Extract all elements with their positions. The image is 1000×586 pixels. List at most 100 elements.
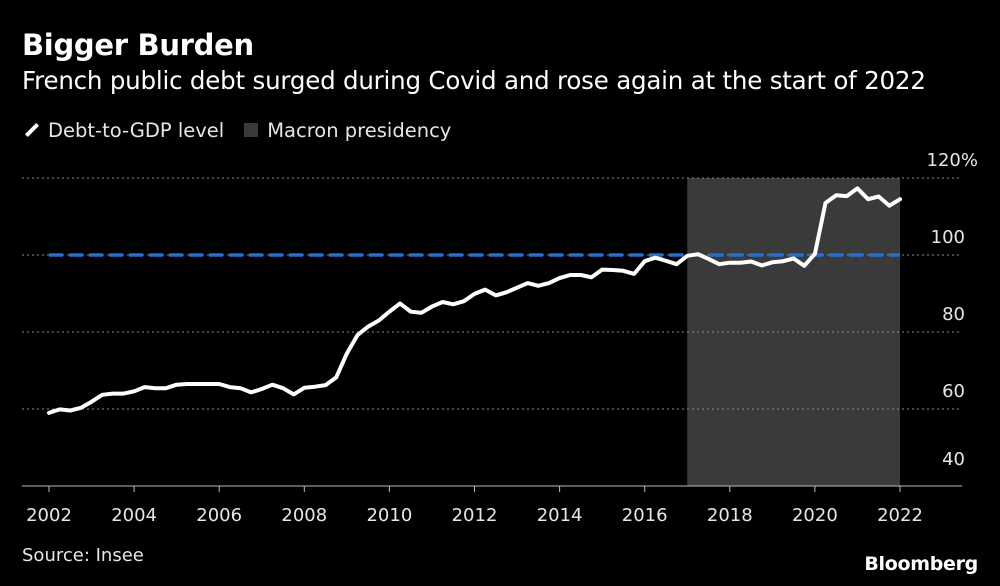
data-point — [643, 260, 646, 262]
data-point — [760, 264, 763, 267]
data-point — [175, 383, 178, 386]
data-point — [463, 300, 465, 303]
data-point — [154, 387, 157, 390]
data-point — [271, 383, 274, 386]
data-point — [80, 407, 82, 409]
data-point — [431, 305, 433, 308]
y-tick-label-40: 40 — [942, 449, 965, 470]
x-tick-label-2008: 2008 — [281, 505, 327, 526]
data-point — [303, 387, 306, 389]
data-point — [686, 254, 689, 257]
data-point — [250, 391, 252, 394]
data-point — [292, 393, 295, 396]
legend-shade-swatch — [244, 123, 259, 137]
x-tick-label-2010: 2010 — [366, 505, 412, 526]
data-point — [441, 301, 444, 303]
data-point — [782, 260, 784, 262]
data-point — [675, 263, 678, 266]
data-point — [611, 269, 614, 271]
bloomberg-logo: Bloomberg — [864, 553, 978, 575]
legend-item-series: Debt-to-GDP level — [22, 119, 224, 142]
data-point — [452, 303, 455, 306]
data-point — [590, 276, 593, 279]
data-point — [69, 409, 72, 412]
data-point — [48, 412, 50, 414]
data-point — [346, 352, 348, 355]
data-point — [537, 285, 540, 287]
data-point — [846, 195, 848, 197]
data-point — [633, 273, 635, 275]
source-note: Source: Insee — [22, 545, 144, 566]
data-point — [484, 288, 486, 291]
data-point — [867, 198, 869, 200]
x-tick-label-2016: 2016 — [622, 505, 668, 526]
data-point — [367, 325, 369, 328]
data-point — [622, 269, 625, 272]
data-point — [569, 274, 572, 276]
data-point — [516, 286, 518, 289]
x-tick-label-2018: 2018 — [707, 505, 753, 526]
data-point — [792, 257, 795, 260]
data-point — [601, 268, 603, 271]
data-point — [335, 376, 338, 379]
data-point — [314, 385, 316, 388]
data-point — [835, 194, 837, 197]
data-point — [814, 253, 816, 255]
data-point — [260, 388, 263, 390]
data-point — [101, 393, 103, 396]
data-point — [856, 187, 859, 190]
data-point — [133, 390, 135, 393]
x-tick-label-2002: 2002 — [26, 505, 72, 526]
data-point — [505, 291, 508, 294]
data-point — [665, 259, 667, 262]
data-point — [399, 302, 401, 305]
y-tick-label-80: 80 — [942, 304, 965, 325]
data-point — [526, 282, 529, 284]
data-point — [494, 294, 497, 297]
data-point — [377, 319, 380, 322]
data-point — [899, 198, 901, 200]
data-point — [729, 261, 731, 264]
data-point — [324, 384, 327, 386]
data-point — [165, 387, 167, 390]
data-point — [697, 253, 699, 256]
data-point — [229, 386, 231, 388]
data-point — [771, 261, 774, 264]
data-point — [218, 383, 220, 385]
data-point — [803, 264, 806, 267]
y-tick-label-120: 120% — [927, 150, 978, 171]
y-tick-label-100: 100 — [931, 227, 965, 248]
data-point — [877, 195, 880, 198]
data-point — [143, 386, 146, 388]
legend-shade-label: Macron presidency — [267, 118, 452, 142]
data-point — [239, 387, 242, 390]
y-tick-label-60: 60 — [942, 381, 965, 402]
x-tick-label-2006: 2006 — [196, 505, 242, 526]
data-point — [750, 260, 752, 263]
data-point — [473, 293, 476, 295]
data-point — [186, 383, 189, 385]
data-point — [739, 261, 742, 264]
data-point — [197, 383, 199, 385]
x-tick-label-2004: 2004 — [111, 505, 157, 526]
data-point — [558, 277, 561, 279]
data-point — [409, 310, 412, 313]
data-point — [580, 274, 582, 276]
data-point — [707, 258, 710, 260]
data-point — [112, 392, 114, 395]
x-tick-label-2020: 2020 — [792, 505, 838, 526]
data-point — [207, 383, 210, 385]
chart-title: Bigger Burden — [22, 28, 254, 62]
data-point — [58, 408, 61, 411]
legend: Debt-to-GDP level Macron presidency — [22, 116, 471, 144]
data-point — [654, 256, 657, 259]
legend-series-label: Debt-to-GDP level — [48, 118, 225, 142]
data-point — [888, 204, 891, 207]
data-point — [122, 392, 125, 395]
data-point — [282, 387, 284, 390]
data-point — [90, 400, 93, 403]
data-point — [388, 310, 391, 313]
x-tick-label-2012: 2012 — [452, 505, 498, 526]
data-point — [718, 263, 720, 266]
